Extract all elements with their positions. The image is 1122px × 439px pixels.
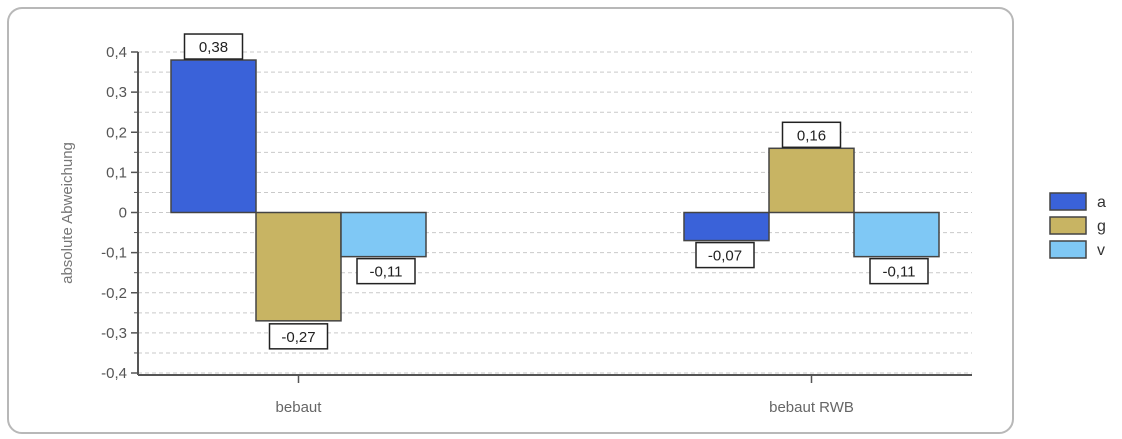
data-label-box (268, 323, 329, 350)
x-category-label: bebaut (276, 399, 323, 416)
y-axis-ticks: 0,4 0,3 0,2 0,1 0 -0,1 -0,2 -0,3 -0,4 (101, 44, 138, 382)
y-tick-label: -0,4 (101, 365, 127, 382)
data-label: -0,11 (369, 264, 402, 281)
bar-g-2 (768, 147, 855, 214)
data-labels: 0,38 -0,27 -0,11 -0,07 0,16 -0,11 (183, 33, 929, 350)
x-axis-categories: bebaut bebaut RWB (276, 375, 854, 416)
bar-v-2 (853, 211, 940, 258)
y-tick-label: -0,3 (101, 325, 127, 342)
bar-v-1 (340, 211, 427, 258)
legend-label-g: g (1097, 218, 1106, 235)
legend-swatch-g (1049, 216, 1087, 235)
x-category-label: bebaut RWB (769, 399, 854, 416)
y-tick-label: 0,3 (106, 84, 127, 101)
data-label-box (781, 121, 842, 149)
data-label: 0,38 (199, 39, 228, 56)
legend-swatch-a (1049, 192, 1087, 211)
y-axis-title: absolute Abweichung (59, 142, 76, 284)
bar-a-2 (683, 211, 770, 242)
data-label-box (695, 241, 755, 269)
legend: agv (1049, 192, 1106, 259)
y-tick-label: 0 (119, 205, 127, 222)
y-tick-label: -0,1 (101, 245, 127, 262)
y-tick-label: 0,1 (106, 164, 127, 181)
chart-frame (7, 7, 1014, 434)
legend-swatch-v (1049, 240, 1087, 259)
bar-a-1 (170, 59, 257, 214)
data-label: 0,16 (797, 127, 826, 144)
y-tick-label: -0,2 (101, 285, 127, 302)
data-label-box (183, 33, 244, 60)
data-label: -0,11 (882, 264, 915, 281)
data-label-box (869, 257, 929, 285)
legend-label-a: a (1097, 194, 1106, 211)
data-label: -0,27 (281, 329, 315, 346)
data-label-box (356, 257, 416, 285)
axes (137, 52, 972, 376)
y-tick-label: 0,4 (106, 44, 127, 61)
y-tick-label: 0,2 (106, 124, 127, 141)
legend-label-v: v (1097, 242, 1105, 259)
data-label: -0,07 (708, 248, 742, 265)
bars (170, 59, 940, 322)
bar-g-1 (255, 211, 342, 322)
